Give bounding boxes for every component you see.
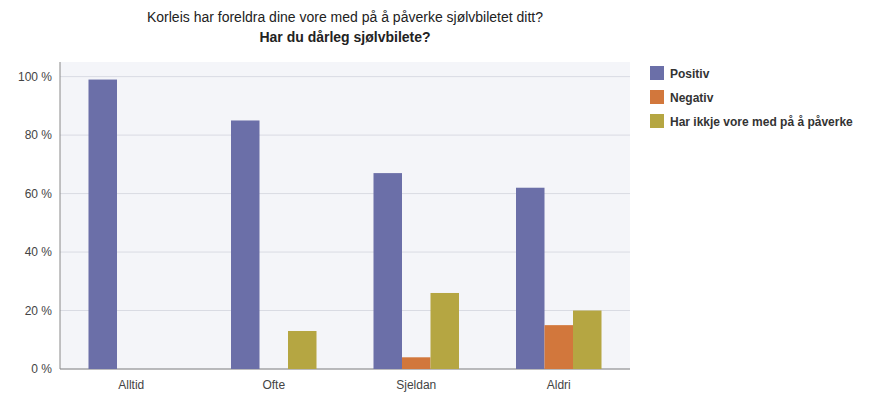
bar	[402, 357, 431, 369]
page: {"chart_data": {"type": "bar", "title": …	[0, 0, 880, 403]
bar	[374, 173, 403, 369]
bar	[431, 293, 460, 369]
bar	[231, 120, 260, 369]
bar	[89, 80, 118, 369]
legend-swatch	[650, 90, 664, 104]
bar	[545, 325, 574, 369]
legend-label: Negativ	[670, 91, 714, 105]
bar	[146, 369, 175, 370]
x-tick-label: Aldri	[547, 378, 571, 392]
bar	[117, 369, 146, 370]
y-tick-label: 40 %	[25, 245, 53, 259]
x-tick-label: Alltid	[118, 378, 144, 392]
bar	[516, 188, 545, 369]
plot-area	[60, 62, 630, 369]
bar	[260, 369, 289, 370]
legend-swatch	[650, 114, 664, 128]
x-tick-label: Ofte	[262, 378, 285, 392]
y-tick-label: 80 %	[25, 128, 53, 142]
grid-line	[60, 76, 630, 77]
y-axis: 0 % 20 % 40 % 60 % 80 % 100 %	[18, 62, 630, 376]
x-axis: Alltid Ofte Sjeldan Aldri	[118, 378, 571, 392]
legend-label: Har ikkje vore med på å påverke	[670, 115, 853, 129]
y-axis-line	[60, 62, 61, 369]
grid-line	[60, 135, 630, 136]
y-tick-label: 100 %	[18, 70, 52, 84]
y-tick-label: 60 %	[25, 187, 53, 201]
y-tick-label: 20 %	[25, 304, 53, 318]
bar	[288, 331, 317, 369]
subtitle: Har du dårleg sjølvbilete?	[259, 29, 430, 45]
legend-swatch	[650, 66, 664, 80]
title: Korleis har foreldra dine vore med på å …	[147, 9, 543, 25]
legend: Positiv Negativ Har ikkje vore med på å på…	[650, 66, 853, 129]
y-tick-label: 0 %	[31, 362, 52, 376]
chart: Korleis har foreldra dine vore med på å …	[0, 0, 880, 403]
bar	[573, 311, 602, 369]
x-tick-label: Sjeldan	[396, 378, 436, 392]
legend-label: Positiv	[670, 67, 710, 81]
bars	[89, 80, 602, 369]
